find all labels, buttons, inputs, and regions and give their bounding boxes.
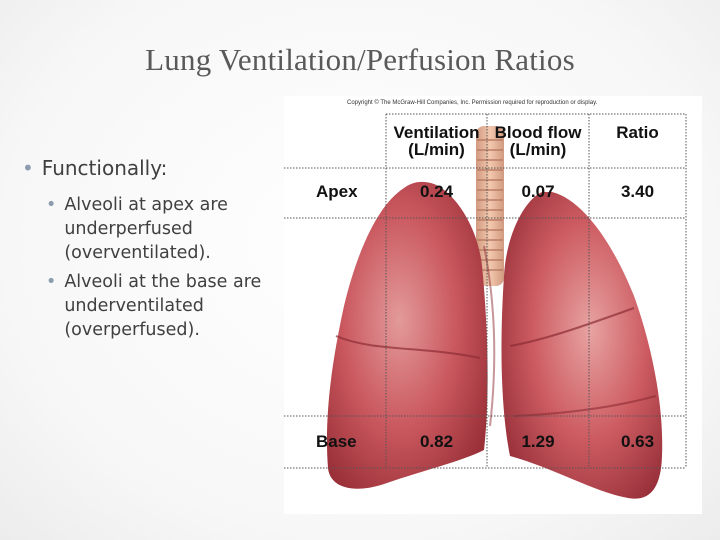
left-lung: [326, 181, 488, 489]
apex-ratio: 3.40: [620, 182, 655, 201]
bullet-dot-icon: •: [22, 156, 34, 180]
right-lung: [501, 192, 663, 499]
bullet-level1: • Functionally:: [22, 156, 292, 180]
header-blood-flow: Blood flow (L/min): [487, 124, 589, 158]
bullet-text: Functionally:: [41, 156, 168, 180]
header-line1: Ratio: [616, 123, 659, 142]
sub-bullet-text: Alveoli at apex are underperfused (overv…: [64, 195, 228, 263]
header-line2: (L/min): [408, 140, 465, 159]
sub-bullet-apex: • Alveoli at apex are underperfused (ove…: [46, 194, 292, 265]
sub-bullet-text: Alveoli at the base are underventilated …: [64, 272, 262, 340]
lung-figure: Copyright © The McGraw-Hill Companies, I…: [284, 96, 702, 514]
bullet-dot-icon: •: [46, 272, 57, 293]
slide-title: Lung Ventilation/Perfusion Ratios: [145, 42, 575, 77]
header-ventilation: Ventilation (L/min): [386, 124, 487, 158]
trachea: [476, 126, 504, 286]
base-ratio: 0.63: [620, 432, 655, 451]
base-blood-flow: 1.29: [521, 432, 555, 451]
copyright-notice: Copyright © The McGraw-Hill Companies, I…: [347, 100, 598, 106]
header-line1: Ventilation: [393, 123, 480, 142]
header-ratio: Ratio: [589, 124, 686, 141]
row-label-apex: Apex: [316, 182, 358, 201]
apex-ventilation: 0.24: [419, 182, 454, 201]
bullet-dot-icon: •: [46, 195, 57, 215]
row-label-base: Base: [316, 432, 357, 451]
header-line1: Blood flow: [494, 123, 582, 142]
header-line2: (L/min): [509, 140, 567, 159]
apex-blood-flow: 0.07: [521, 182, 555, 201]
sub-bullet-base: • Alveoli at the base are underventilate…: [46, 271, 292, 342]
bullet-list: • Functionally: • Alveoli at apex are un…: [22, 156, 292, 349]
base-ventilation: 0.82: [419, 432, 454, 451]
table-grid: [284, 113, 687, 469]
lung-illustration: [284, 113, 687, 499]
